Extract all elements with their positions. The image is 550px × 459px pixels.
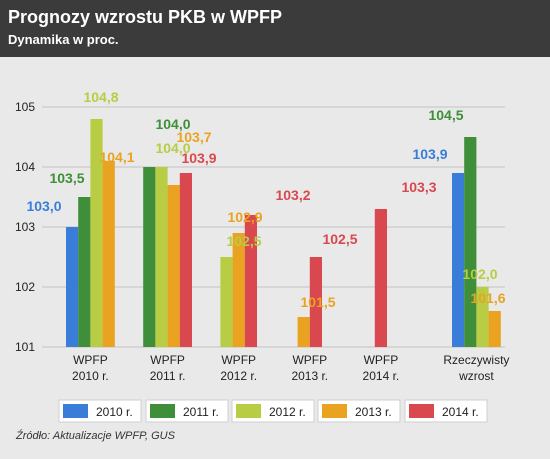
x-tick-label: WPFP [73, 353, 108, 367]
legend-label: 2011 r. [183, 405, 219, 419]
bar [102, 161, 115, 347]
chart-subtitle: Dynamika w proc. [8, 32, 119, 47]
data-label: 102,9 [227, 209, 262, 225]
bar [374, 209, 387, 347]
bar [488, 311, 501, 347]
data-label: 103,7 [176, 129, 211, 145]
x-tick-label: WPFP [150, 353, 185, 367]
data-label: 102,0 [462, 266, 497, 282]
x-tick-label: WPFP [364, 353, 399, 367]
legend-swatch [409, 404, 434, 418]
legend-label: 2010 r. [96, 405, 133, 419]
bar [464, 137, 477, 347]
data-label: 104,0 [155, 116, 190, 132]
bar [78, 197, 91, 347]
bar [143, 167, 156, 347]
data-label: 104,1 [99, 149, 134, 165]
bar [297, 317, 310, 347]
bar [167, 185, 180, 347]
bar [220, 257, 233, 347]
x-tick-label: 2012 r. [220, 369, 257, 383]
bar [232, 233, 245, 347]
legend-swatch [236, 404, 261, 418]
data-label: 101,6 [470, 290, 505, 306]
x-tick-label: 2013 r. [291, 369, 328, 383]
data-label: 103,0 [26, 198, 61, 214]
x-tick-label: wzrost [458, 369, 494, 383]
x-tick-label: WPFP [292, 353, 327, 367]
data-label: 103,9 [412, 146, 447, 162]
data-label: 102,5 [226, 233, 261, 249]
legend-swatch [322, 404, 347, 418]
bar [244, 215, 257, 347]
chart-header: Prognozy wzrostu PKB w WPFP Dynamika w p… [0, 0, 550, 57]
source-note: Źródło: Aktualizacje WPFP, GUS [16, 430, 175, 442]
y-tick-label: 105 [15, 100, 35, 114]
legend-swatch [150, 404, 175, 418]
data-label: 101,5 [300, 294, 335, 310]
x-tick-label: 2014 r. [363, 369, 400, 383]
bar [155, 167, 168, 347]
data-label: 104,0 [155, 140, 190, 156]
data-label: 104,8 [83, 89, 118, 105]
legend-label: 2013 r. [355, 405, 392, 419]
y-tick-label: 104 [15, 160, 35, 174]
data-label: 102,5 [322, 231, 357, 247]
bar [66, 227, 79, 347]
y-tick-label: 101 [15, 340, 35, 354]
bar [476, 287, 489, 347]
bar [309, 257, 322, 347]
legend-label: 2014 r. [442, 405, 479, 419]
x-tick-label: WPFP [221, 353, 256, 367]
x-tick-label: 2010 r. [72, 369, 109, 383]
data-label: 103,9 [181, 150, 216, 166]
y-tick-label: 103 [15, 220, 35, 234]
plot-panel: 101 102 103 104 105 WPFP 2010 r. WPFP 2011 r. WPF… [0, 57, 550, 459]
legend-label: 2012 r. [269, 405, 306, 419]
data-label: 103,2 [275, 187, 310, 203]
y-tick-label: 102 [15, 280, 35, 294]
x-tick-label: Rzeczywisty [443, 353, 509, 367]
bar [452, 173, 465, 347]
chart-title: Prognozy wzrostu PKB w WPFP [8, 7, 283, 27]
legend-swatch [63, 404, 88, 418]
data-label: 104,5 [428, 107, 463, 123]
bar [179, 173, 192, 347]
bar-chart: 101 102 103 104 105 WPFP 2010 r. WPFP 2011 r. WPF… [15, 89, 509, 423]
x-tick-label: 2011 r. [150, 369, 186, 383]
data-label: 103,3 [401, 179, 436, 195]
bar [90, 119, 103, 347]
data-label: 103,5 [49, 170, 84, 186]
